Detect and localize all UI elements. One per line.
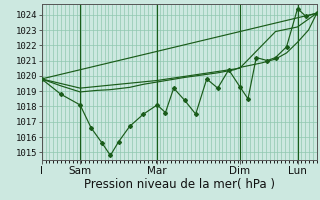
X-axis label: Pression niveau de la mer( hPa ): Pression niveau de la mer( hPa ): [84, 178, 275, 191]
